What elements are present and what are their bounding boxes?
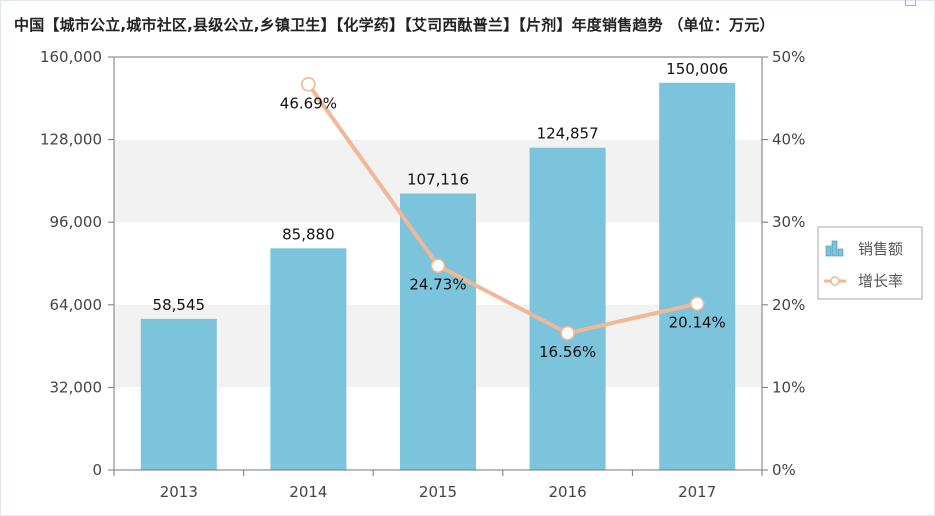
legend-box (817, 226, 923, 300)
bar-2014 (270, 248, 347, 470)
y-left-tick-label: 128,000 (40, 131, 102, 149)
y-left-tick-label: 96,000 (50, 213, 103, 231)
growth-value-label: 20.14% (669, 314, 726, 332)
y-right-tick-label: 50% (772, 48, 805, 66)
growth-point-2017 (689, 296, 705, 311)
x-tick-label: 2016 (549, 483, 587, 501)
growth-value-label: 24.73% (409, 276, 466, 294)
y-right-ticks: 0% 10% 20% 30% 40% 50% (762, 48, 805, 479)
growth-value-label: 16.56% (539, 343, 596, 361)
bar-2016 (529, 147, 606, 470)
bar-chart-icon (825, 240, 844, 257)
growth-line (306, 83, 698, 336)
bar-value-label: 124,857 (537, 125, 599, 143)
legend-label-growth: 增长率 (858, 272, 903, 290)
growth-point-2014 (301, 77, 316, 92)
growth-value-label: 46.69% (280, 94, 337, 112)
y-right-tick-label: 10% (772, 378, 805, 396)
bar-2015 (400, 193, 476, 470)
line-chart-icon-marker (830, 276, 840, 286)
y-left-tick-label: 0 (92, 461, 102, 479)
bar-value-label: 85,880 (282, 225, 335, 243)
y-left-tick-label: 32,000 (50, 378, 103, 396)
y-right-tick-label: 0% (772, 461, 796, 479)
bar-value-label: 150,006 (666, 60, 728, 78)
bar-chart-icon-bar (837, 248, 844, 257)
bar-value-label: 107,116 (407, 171, 469, 189)
data-labels: 58,545 85,880 107,116 124,857 150,006 46.69% 2… (153, 60, 729, 361)
y-left-ticks: 0 32,000 64,000 96,000 128,000 160,000 (40, 48, 114, 479)
y-right-tick-label: 20% (772, 296, 805, 314)
legend-label-sales: 销售额 (858, 240, 903, 258)
line-series (301, 77, 705, 341)
bar-2013 (140, 318, 217, 470)
x-ticks: 2013 2014 2015 2016 2017 (113, 470, 763, 501)
chart-title: 中国【城市公立,城市社区,县级公立,乡镇卫生】【化学药】【艾司西酞普兰】【片剂】… (14, 16, 775, 34)
line-chart-icon (824, 276, 846, 286)
growth-point-2015 (430, 258, 446, 274)
x-tick-label: 2014 (289, 483, 327, 501)
axes (113, 56, 763, 471)
bar-series (140, 82, 736, 471)
growth-point-2016 (560, 325, 575, 341)
y-right-tick-label: 40% (772, 131, 805, 149)
y-left-tick-label: 160,000 (40, 48, 102, 66)
y-left-tick-label: 64,000 (50, 296, 103, 314)
x-tick-label: 2013 (160, 483, 198, 501)
bar-value-label: 58,545 (153, 296, 206, 314)
bar-2017 (659, 82, 736, 471)
bar-chart-icon-bar (831, 240, 838, 257)
bar-chart-icon-bar (825, 245, 832, 257)
export-icon[interactable] (905, 0, 916, 6)
y-right-tick-label: 30% (772, 213, 805, 231)
x-tick-label: 2017 (678, 483, 716, 501)
x-tick-label: 2015 (419, 483, 457, 501)
